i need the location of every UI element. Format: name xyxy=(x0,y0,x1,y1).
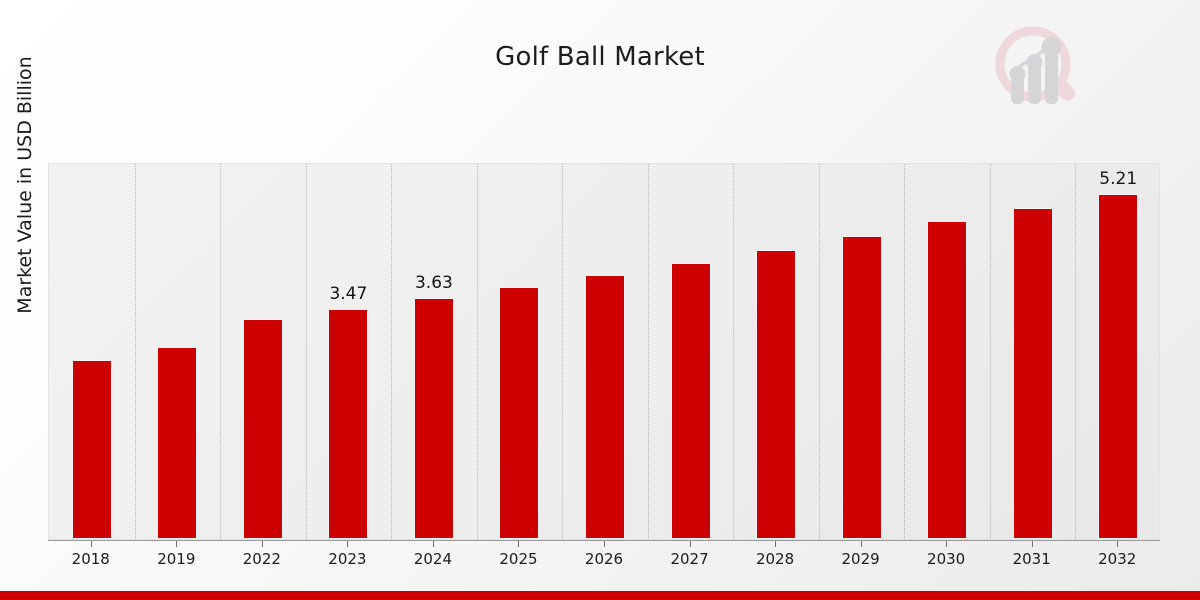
bar-2018[interactable] xyxy=(71,360,112,539)
plot-area: 3.47 3.63 5.21 xyxy=(48,163,1160,540)
x-tick xyxy=(604,541,605,547)
bar-2025[interactable] xyxy=(499,286,540,539)
x-tick xyxy=(946,541,948,547)
gridline xyxy=(818,164,821,539)
x-tick xyxy=(518,541,520,547)
bar-group xyxy=(562,164,648,539)
bar-2030[interactable] xyxy=(927,221,968,539)
bar-group: 3.47 xyxy=(306,164,392,539)
bar-group xyxy=(819,164,905,539)
x-tick-label-2026: 2026 xyxy=(584,550,624,568)
x-tick xyxy=(1031,541,1033,547)
gridline xyxy=(220,164,222,539)
bar-group xyxy=(990,164,1076,539)
x-tick-label-2018: 2018 xyxy=(71,550,110,568)
x-tick-label-2031: 2031 xyxy=(1012,550,1051,568)
gridline xyxy=(1075,164,1077,539)
bar-2027[interactable] xyxy=(670,263,711,539)
bar-chart-icon xyxy=(1009,37,1062,104)
gridline xyxy=(989,164,992,539)
bar-2023[interactable] xyxy=(328,308,369,539)
x-tick xyxy=(1117,541,1119,547)
gridline xyxy=(647,164,650,539)
bar-group xyxy=(135,164,221,539)
page-title: Golf Ball Market xyxy=(495,42,705,72)
bottom-accent-band xyxy=(0,591,1200,600)
bars-layer: 3.47 3.63 5.21 xyxy=(49,164,1159,539)
bar-group: 5.21 xyxy=(1075,164,1161,539)
bar-2024[interactable] xyxy=(413,298,454,539)
gridline xyxy=(134,164,137,539)
bar-value-label-2024: 3.63 xyxy=(414,273,453,294)
bar-2031[interactable] xyxy=(1012,208,1053,539)
brand-logo xyxy=(985,22,1085,114)
x-tick-label-2019: 2019 xyxy=(157,550,196,568)
bar-group xyxy=(648,164,734,539)
bar-2032[interactable] xyxy=(1098,194,1139,539)
bar-2028[interactable] xyxy=(756,250,797,539)
x-tick xyxy=(860,541,862,547)
gridline xyxy=(904,164,906,539)
x-tick xyxy=(347,541,349,547)
x-axis-line xyxy=(48,540,1160,541)
bar-group xyxy=(477,164,563,539)
bar-2026[interactable] xyxy=(584,275,625,539)
x-tick-label-2029: 2029 xyxy=(841,550,880,568)
gridline xyxy=(305,164,308,539)
x-tick-label-2027: 2027 xyxy=(670,550,709,568)
x-tick xyxy=(775,541,777,547)
bar-2029[interactable] xyxy=(841,236,882,539)
bar-group xyxy=(49,164,135,539)
x-tick xyxy=(689,541,691,547)
gridline xyxy=(733,164,735,539)
x-tick-label-2023: 2023 xyxy=(328,550,367,568)
bar-value-label-2032: 5.21 xyxy=(1099,169,1138,190)
x-tick xyxy=(261,541,263,547)
gridline xyxy=(476,164,479,539)
gridline xyxy=(562,164,564,539)
bar-group: 3.63 xyxy=(391,164,477,539)
x-tick-label-2028: 2028 xyxy=(755,550,795,568)
bar-2019[interactable] xyxy=(157,346,198,539)
x-tick xyxy=(90,541,92,547)
x-tick xyxy=(176,541,178,547)
x-tick-label-2024: 2024 xyxy=(413,550,453,568)
gridline xyxy=(391,164,393,539)
y-axis-title: Market Value in USD Billion xyxy=(14,56,36,314)
bar-group xyxy=(733,164,819,539)
x-tick-label-2025: 2025 xyxy=(499,550,538,568)
x-tick xyxy=(432,541,434,547)
x-tick-label-2030: 2030 xyxy=(927,550,966,568)
bar-group xyxy=(904,164,990,539)
bar-group xyxy=(220,164,306,539)
bar-value-label-2023: 3.47 xyxy=(329,283,368,304)
bar-2022[interactable] xyxy=(242,319,283,539)
x-tick-label-2022: 2022 xyxy=(242,550,281,568)
x-tick-label-2032: 2032 xyxy=(1098,550,1137,568)
